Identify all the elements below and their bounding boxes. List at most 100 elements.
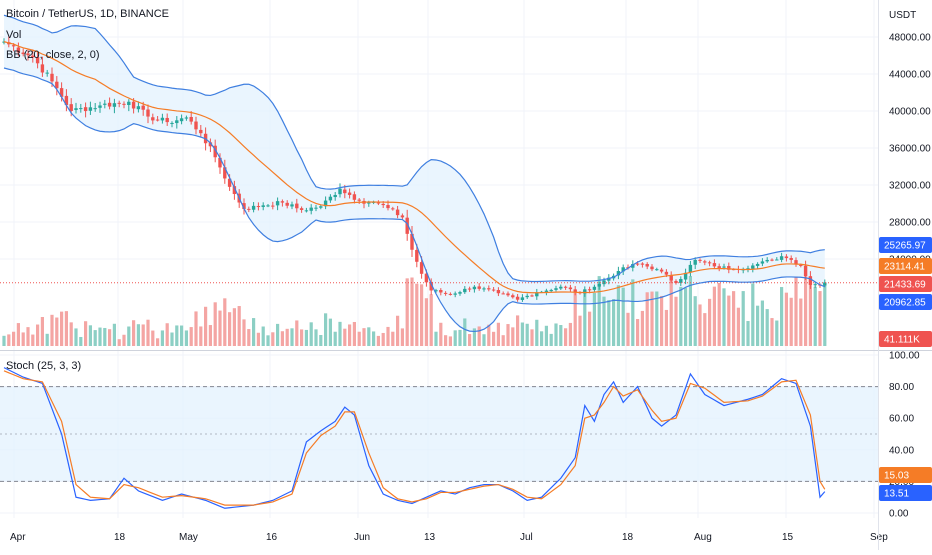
candle-body	[175, 120, 179, 124]
volume-legend[interactable]: Vol	[6, 29, 21, 41]
candle-body	[707, 262, 712, 264]
volume-bar	[813, 286, 817, 346]
candle-body	[616, 271, 621, 276]
symbol-title[interactable]: Bitcoin / TetherUS, 1D, BINANCE	[6, 8, 169, 20]
candle-body	[117, 102, 121, 104]
volume-bar	[439, 322, 443, 346]
candle-body	[530, 295, 534, 297]
candle-body	[69, 104, 73, 111]
stoch-d-line	[3, 370, 826, 506]
candle-body	[50, 73, 54, 82]
bb-lower-line	[3, 67, 826, 333]
volume-bar	[496, 322, 500, 346]
candle	[223, 159, 227, 184]
volume-bar	[477, 326, 481, 346]
price-tick-label: 44000.00	[889, 70, 931, 81]
volume-bar	[727, 295, 731, 346]
candle-body	[501, 293, 505, 295]
candle	[170, 121, 174, 128]
candle	[491, 287, 496, 292]
volume-bar	[751, 283, 755, 346]
candle-body	[74, 108, 78, 110]
candle	[568, 284, 573, 293]
volume-bar	[688, 276, 692, 346]
candle-body	[453, 293, 457, 295]
candle-body	[98, 105, 102, 108]
candle	[703, 259, 707, 266]
volume-bar	[218, 310, 222, 346]
volume-bar	[736, 307, 740, 346]
volume-bar	[760, 300, 764, 346]
stoch-legend[interactable]: Stoch (25, 3, 3)	[6, 360, 81, 372]
volume-bar	[525, 323, 529, 346]
candle	[295, 198, 299, 213]
candle-body	[266, 205, 270, 207]
candle-body	[559, 286, 563, 289]
price-tick-label: 48000.00	[889, 33, 931, 44]
bollinger-band-fill	[4, 15, 825, 332]
bb-fill-area	[4, 15, 825, 332]
candle	[429, 278, 433, 295]
candle	[151, 113, 155, 125]
candle	[271, 201, 275, 210]
volume-bar	[530, 329, 534, 346]
volume-bar	[343, 328, 347, 346]
volume-bar	[64, 311, 68, 346]
candle-body	[525, 295, 529, 298]
candle	[727, 262, 731, 274]
candle-body	[635, 263, 640, 265]
volume-bar	[141, 324, 145, 346]
candle	[563, 285, 568, 290]
candle-body	[429, 281, 433, 291]
price-tick-label: 36000.00	[889, 144, 931, 155]
volume-bar	[511, 327, 515, 346]
candle-body	[251, 205, 256, 210]
candle	[794, 257, 798, 267]
volume-bar	[98, 327, 102, 346]
volume-bar	[741, 291, 745, 346]
candle-body	[583, 289, 587, 294]
volume-bar	[50, 314, 54, 346]
candle-body	[779, 256, 784, 260]
volume-bar	[444, 335, 448, 346]
bb-legend[interactable]: BB (20, close, 2, 0)	[6, 49, 100, 61]
candle-body	[794, 260, 798, 265]
volume-bar	[295, 320, 299, 346]
candle-body	[381, 203, 385, 206]
volume-bar	[631, 279, 635, 346]
candle	[535, 288, 539, 300]
volume-bar	[621, 287, 625, 346]
volume-bar	[616, 285, 620, 346]
candle-body	[386, 205, 390, 209]
volume-bar	[194, 311, 198, 346]
volume-bar	[626, 312, 630, 346]
candle	[760, 258, 765, 267]
volume-bar	[636, 319, 640, 346]
candle	[93, 103, 97, 112]
candle-body	[208, 142, 213, 147]
candle	[251, 202, 256, 213]
candle	[127, 99, 131, 112]
candle	[448, 292, 453, 296]
volume-bar	[804, 276, 808, 346]
candle-body	[107, 102, 112, 107]
candle	[31, 49, 35, 63]
time-tick-label: Apr	[10, 532, 26, 543]
volume-bar	[554, 323, 558, 346]
volume-bar	[448, 336, 452, 346]
stoch-tick-label: 40.00	[889, 445, 914, 456]
candle-body	[563, 286, 568, 288]
candle-body	[275, 201, 280, 206]
volume-bar	[357, 331, 361, 346]
candle	[496, 287, 501, 297]
candle-body	[45, 72, 49, 74]
volume-bar	[252, 318, 256, 346]
candle-body	[655, 269, 659, 271]
candle	[775, 257, 779, 261]
candle-body	[179, 118, 184, 122]
candle-body	[79, 108, 83, 110]
candle-body	[367, 202, 371, 204]
candle	[477, 283, 481, 291]
candle	[328, 194, 333, 203]
